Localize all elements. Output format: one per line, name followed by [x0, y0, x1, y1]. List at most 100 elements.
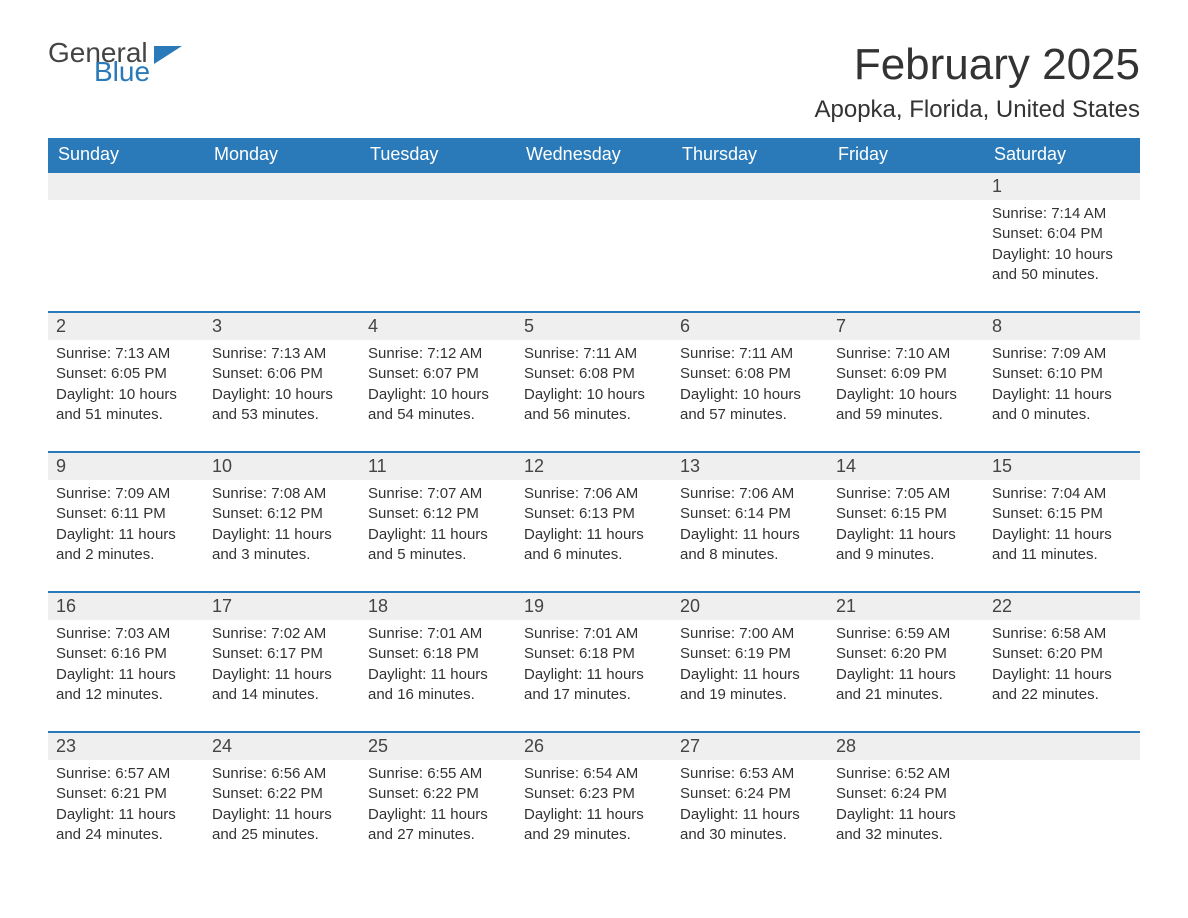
day-content-cell: Sunrise: 7:00 AMSunset: 6:19 PMDaylight:… — [672, 620, 828, 732]
daylight-line: Daylight: 11 hours and 19 minutes. — [680, 665, 820, 706]
sunrise-line: Sunrise: 6:55 AM — [368, 764, 508, 784]
daynum-row: 9101112131415 — [48, 452, 1140, 480]
weekday-header: Wednesday — [516, 138, 672, 172]
sunset-line: Sunset: 6:11 PM — [56, 504, 196, 524]
day-number-cell: 17 — [204, 592, 360, 620]
day-number-cell: 12 — [516, 452, 672, 480]
day-content-cell: Sunrise: 7:09 AMSunset: 6:11 PMDaylight:… — [48, 480, 204, 592]
day-content-cell: Sunrise: 7:04 AMSunset: 6:15 PMDaylight:… — [984, 480, 1140, 592]
day-number-cell — [984, 732, 1140, 760]
sunset-line: Sunset: 6:08 PM — [680, 364, 820, 384]
sunset-line: Sunset: 6:09 PM — [836, 364, 976, 384]
day-content-cell: Sunrise: 7:09 AMSunset: 6:10 PMDaylight:… — [984, 340, 1140, 452]
weekday-header: Sunday — [48, 138, 204, 172]
day-number-cell — [204, 172, 360, 200]
sunset-line: Sunset: 6:21 PM — [56, 784, 196, 804]
sunrise-line: Sunrise: 7:08 AM — [212, 484, 352, 504]
daylight-line: Daylight: 11 hours and 2 minutes. — [56, 525, 196, 566]
day-number-cell: 25 — [360, 732, 516, 760]
sunrise-line: Sunrise: 7:00 AM — [680, 624, 820, 644]
daylight-line: Daylight: 11 hours and 5 minutes. — [368, 525, 508, 566]
day-number-cell: 20 — [672, 592, 828, 620]
sunrise-line: Sunrise: 7:14 AM — [992, 204, 1132, 224]
day-content-cell — [984, 760, 1140, 871]
day-content-cell: Sunrise: 7:08 AMSunset: 6:12 PMDaylight:… — [204, 480, 360, 592]
sunrise-line: Sunrise: 7:03 AM — [56, 624, 196, 644]
sunrise-line: Sunrise: 6:59 AM — [836, 624, 976, 644]
sunrise-line: Sunrise: 7:07 AM — [368, 484, 508, 504]
daylight-line: Daylight: 11 hours and 14 minutes. — [212, 665, 352, 706]
sunset-line: Sunset: 6:14 PM — [680, 504, 820, 524]
daylight-line: Daylight: 10 hours and 54 minutes. — [368, 385, 508, 426]
sunset-line: Sunset: 6:16 PM — [56, 644, 196, 664]
sunrise-line: Sunrise: 6:52 AM — [836, 764, 976, 784]
day-content-cell: Sunrise: 7:13 AMSunset: 6:05 PMDaylight:… — [48, 340, 204, 452]
daylight-line: Daylight: 11 hours and 30 minutes. — [680, 805, 820, 846]
daylight-line: Daylight: 10 hours and 50 minutes. — [992, 245, 1132, 286]
title-block: February 2025 Apopka, Florida, United St… — [814, 40, 1140, 124]
sunrise-line: Sunrise: 7:01 AM — [524, 624, 664, 644]
daylight-line: Daylight: 10 hours and 57 minutes. — [680, 385, 820, 426]
sunset-line: Sunset: 6:05 PM — [56, 364, 196, 384]
sunrise-line: Sunrise: 7:05 AM — [836, 484, 976, 504]
page-header: General Blue February 2025 Apopka, Flori… — [48, 40, 1140, 124]
sunrise-line: Sunrise: 6:54 AM — [524, 764, 664, 784]
day-content-cell — [360, 200, 516, 312]
content-row: Sunrise: 6:57 AMSunset: 6:21 PMDaylight:… — [48, 760, 1140, 871]
day-number-cell — [516, 172, 672, 200]
day-content-cell — [48, 200, 204, 312]
day-number-cell: 15 — [984, 452, 1140, 480]
weekday-header-row: SundayMondayTuesdayWednesdayThursdayFrid… — [48, 138, 1140, 172]
sunrise-line: Sunrise: 7:13 AM — [212, 344, 352, 364]
content-row: Sunrise: 7:14 AMSunset: 6:04 PMDaylight:… — [48, 200, 1140, 312]
daylight-line: Daylight: 11 hours and 17 minutes. — [524, 665, 664, 706]
sunset-line: Sunset: 6:07 PM — [368, 364, 508, 384]
daynum-row: 1 — [48, 172, 1140, 200]
day-content-cell: Sunrise: 7:14 AMSunset: 6:04 PMDaylight:… — [984, 200, 1140, 312]
daylight-line: Daylight: 11 hours and 9 minutes. — [836, 525, 976, 566]
daylight-line: Daylight: 11 hours and 0 minutes. — [992, 385, 1132, 426]
day-number-cell: 3 — [204, 312, 360, 340]
day-number-cell — [828, 172, 984, 200]
daylight-line: Daylight: 11 hours and 6 minutes. — [524, 525, 664, 566]
daylight-line: Daylight: 11 hours and 32 minutes. — [836, 805, 976, 846]
day-content-cell: Sunrise: 6:54 AMSunset: 6:23 PMDaylight:… — [516, 760, 672, 871]
day-content-cell: Sunrise: 6:57 AMSunset: 6:21 PMDaylight:… — [48, 760, 204, 871]
daylight-line: Daylight: 11 hours and 24 minutes. — [56, 805, 196, 846]
day-number-cell: 9 — [48, 452, 204, 480]
daynum-row: 2345678 — [48, 312, 1140, 340]
sunrise-line: Sunrise: 7:06 AM — [680, 484, 820, 504]
day-content-cell: Sunrise: 6:53 AMSunset: 6:24 PMDaylight:… — [672, 760, 828, 871]
day-content-cell — [516, 200, 672, 312]
day-number-cell — [48, 172, 204, 200]
sunrise-line: Sunrise: 7:04 AM — [992, 484, 1132, 504]
sunrise-line: Sunrise: 6:53 AM — [680, 764, 820, 784]
day-number-cell: 28 — [828, 732, 984, 760]
day-content-cell: Sunrise: 7:01 AMSunset: 6:18 PMDaylight:… — [516, 620, 672, 732]
day-number-cell: 22 — [984, 592, 1140, 620]
day-number-cell: 19 — [516, 592, 672, 620]
sunrise-line: Sunrise: 7:13 AM — [56, 344, 196, 364]
sunset-line: Sunset: 6:10 PM — [992, 364, 1132, 384]
sunset-line: Sunset: 6:22 PM — [212, 784, 352, 804]
day-number-cell: 24 — [204, 732, 360, 760]
day-content-cell: Sunrise: 7:10 AMSunset: 6:09 PMDaylight:… — [828, 340, 984, 452]
day-number-cell — [360, 172, 516, 200]
location: Apopka, Florida, United States — [814, 96, 1140, 124]
day-number-cell: 27 — [672, 732, 828, 760]
weekday-header: Saturday — [984, 138, 1140, 172]
day-content-cell: Sunrise: 7:06 AMSunset: 6:13 PMDaylight:… — [516, 480, 672, 592]
weekday-header: Friday — [828, 138, 984, 172]
sunset-line: Sunset: 6:15 PM — [836, 504, 976, 524]
day-number-cell: 1 — [984, 172, 1140, 200]
sunset-line: Sunset: 6:18 PM — [368, 644, 508, 664]
sunrise-line: Sunrise: 7:12 AM — [368, 344, 508, 364]
sunset-line: Sunset: 6:24 PM — [836, 784, 976, 804]
sunrise-line: Sunrise: 7:02 AM — [212, 624, 352, 644]
content-row: Sunrise: 7:09 AMSunset: 6:11 PMDaylight:… — [48, 480, 1140, 592]
day-content-cell: Sunrise: 7:05 AMSunset: 6:15 PMDaylight:… — [828, 480, 984, 592]
sunset-line: Sunset: 6:17 PM — [212, 644, 352, 664]
daylight-line: Daylight: 11 hours and 21 minutes. — [836, 665, 976, 706]
day-content-cell: Sunrise: 7:12 AMSunset: 6:07 PMDaylight:… — [360, 340, 516, 452]
daylight-line: Daylight: 10 hours and 59 minutes. — [836, 385, 976, 426]
